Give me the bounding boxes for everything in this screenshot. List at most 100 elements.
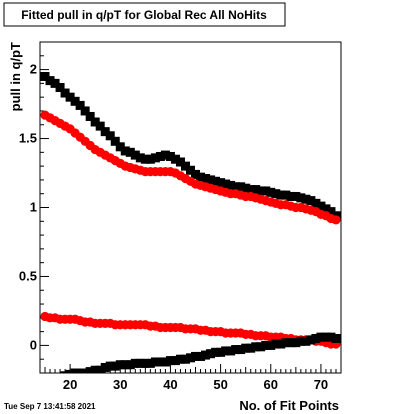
y-tick-label: 1.5 [19, 131, 37, 146]
data-point [331, 215, 341, 225]
data-point [80, 106, 90, 116]
data-point [316, 201, 326, 211]
data-point [226, 180, 236, 190]
data-point [170, 154, 180, 164]
data-point [186, 165, 195, 175]
x-tick-label: 60 [264, 377, 278, 392]
data-point [271, 339, 281, 349]
data-point [231, 182, 241, 192]
data-point [291, 338, 301, 348]
data-point [55, 83, 65, 93]
data-point [145, 154, 155, 164]
data-point [216, 178, 226, 188]
data-point [140, 154, 150, 164]
data-point [60, 88, 70, 98]
x-axis-label: No. of Fit Points [239, 398, 339, 413]
data-point [175, 354, 185, 364]
data-point [211, 176, 221, 186]
data-point [291, 191, 301, 201]
data-point [281, 190, 291, 200]
data-point [120, 146, 130, 156]
data-point [180, 354, 190, 364]
data-point [130, 358, 140, 368]
data-point [221, 346, 231, 356]
data-point [196, 172, 206, 182]
data-point [140, 358, 150, 368]
data-point [296, 193, 306, 203]
data-point [165, 356, 175, 366]
data-point [191, 351, 201, 361]
data-point [65, 92, 75, 102]
data-point [120, 360, 130, 370]
y-tick-label: 1 [30, 200, 37, 215]
data-point [301, 336, 311, 346]
data-point [266, 340, 276, 350]
data-point [201, 174, 211, 184]
series-1 [40, 71, 341, 221]
data-point [90, 117, 100, 127]
data-point [331, 334, 341, 344]
data-point [160, 357, 170, 367]
data-point [311, 334, 321, 344]
data-point [145, 358, 155, 368]
x-tick-label: 70 [314, 377, 328, 392]
data-point [80, 368, 90, 373]
data-point [201, 350, 211, 360]
data-point [261, 186, 271, 196]
data-point [251, 342, 261, 352]
data-point [306, 335, 316, 345]
series-2 [40, 110, 341, 225]
data-point [286, 191, 296, 201]
data-point [286, 338, 296, 348]
data-point [70, 368, 80, 373]
data-point [241, 343, 251, 353]
y-axis-label: pull in q/pT [8, 42, 23, 111]
data-point [135, 358, 145, 368]
data-point [115, 360, 125, 370]
data-point [165, 151, 175, 161]
data-point [196, 351, 206, 361]
y-tick-label: 0 [30, 337, 37, 352]
data-point [85, 367, 95, 373]
data-point [100, 362, 110, 372]
data-point [65, 369, 75, 373]
data-point [276, 190, 286, 200]
data-point [125, 360, 135, 370]
data-point [155, 151, 165, 161]
data-point [281, 338, 291, 348]
data-point [150, 357, 160, 367]
data-point [175, 157, 185, 167]
y-tick-label: 2 [30, 62, 37, 77]
data-point [306, 196, 316, 206]
x-tick-label: 50 [213, 377, 227, 392]
data-point [110, 136, 120, 146]
data-point [115, 142, 125, 152]
data-point [50, 78, 60, 88]
data-point [95, 121, 105, 131]
data-point [326, 207, 336, 217]
data-point [321, 204, 331, 214]
x-tick-label: 40 [163, 377, 177, 392]
data-point [246, 343, 256, 353]
data-point [75, 100, 85, 110]
data-point [40, 71, 50, 81]
data-point [236, 345, 246, 355]
data-point [206, 175, 216, 185]
data-point [100, 127, 110, 137]
data-point [45, 76, 55, 86]
data-point [130, 150, 140, 160]
chart-title-box [3, 2, 286, 27]
data-point [231, 345, 241, 355]
data-point [216, 347, 226, 357]
data-point [301, 194, 311, 204]
x-tick-label: 30 [113, 377, 127, 392]
data-point [75, 368, 85, 373]
data-point [46, 375, 55, 384]
data-point [241, 183, 251, 193]
data-point [236, 182, 246, 192]
data-point [105, 131, 115, 141]
timestamp: Tue Sep 7 13:41:58 2021 [4, 402, 96, 411]
data-point [85, 111, 95, 121]
data-point [221, 179, 231, 189]
data-point [321, 332, 331, 342]
